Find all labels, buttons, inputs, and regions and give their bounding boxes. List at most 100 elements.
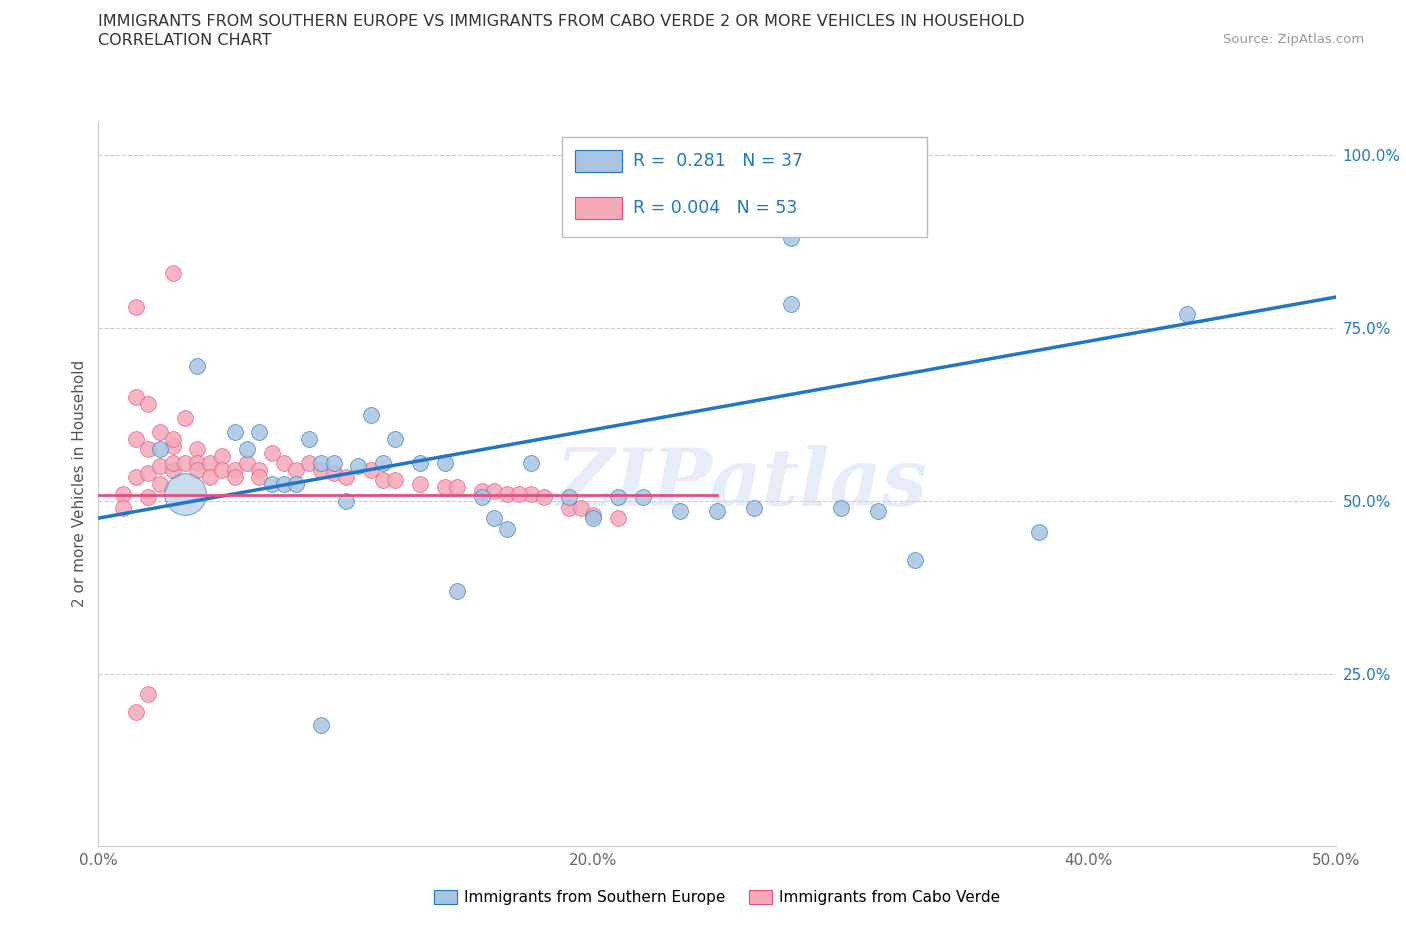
Point (309, 456, 332, 471)
Point (136, 687, 159, 702)
Point (124, 470, 146, 485)
Point (533, 490, 555, 505)
Point (149, 442, 172, 457)
Point (149, 424, 172, 439)
Point (360, 462, 382, 477)
Point (520, 486, 543, 501)
Point (433, 480, 456, 495)
Point (112, 486, 135, 501)
Point (780, 297, 803, 312)
Point (360, 407, 382, 422)
Point (273, 476, 295, 491)
Point (409, 456, 432, 471)
Point (335, 494, 357, 509)
Point (260, 445, 283, 460)
Point (149, 458, 172, 473)
Point (384, 472, 406, 487)
Point (211, 448, 233, 463)
Point (569, 500, 592, 515)
Point (1028, 525, 1050, 539)
Point (162, 265, 184, 280)
Point (371, 472, 394, 487)
Point (484, 511, 506, 525)
Point (136, 442, 159, 457)
Point (198, 470, 221, 485)
Point (162, 456, 184, 471)
Point (174, 456, 197, 471)
Text: Source: ZipAtlas.com: Source: ZipAtlas.com (1223, 33, 1364, 46)
Point (742, 500, 765, 515)
Point (260, 476, 283, 491)
Point (298, 432, 321, 446)
Point (186, 442, 208, 457)
Point (904, 552, 927, 567)
Point (309, 462, 332, 477)
Point (162, 462, 184, 477)
Point (247, 470, 270, 485)
Point (409, 476, 432, 491)
Point (186, 456, 208, 471)
Point (136, 490, 159, 505)
Point (607, 511, 630, 525)
Point (124, 704, 146, 719)
Point (174, 486, 197, 501)
Point (322, 456, 344, 471)
Point (335, 470, 357, 485)
Text: CORRELATION CHART: CORRELATION CHART (98, 33, 271, 47)
Text: R = 0.004   N = 53: R = 0.004 N = 53 (633, 199, 797, 217)
Point (631, 490, 654, 505)
Point (112, 500, 135, 515)
Point (285, 462, 308, 477)
Point (866, 504, 889, 519)
Point (582, 511, 605, 525)
Point (136, 397, 159, 412)
Point (162, 438, 184, 453)
Point (224, 462, 246, 477)
Point (508, 486, 530, 501)
Point (162, 432, 184, 446)
Point (495, 521, 517, 536)
Point (557, 500, 579, 515)
Point (706, 504, 728, 519)
Point (224, 424, 246, 439)
Point (186, 462, 208, 477)
Text: R =  0.281   N = 37: R = 0.281 N = 37 (633, 152, 803, 170)
Point (124, 432, 146, 446)
Point (236, 442, 259, 457)
Point (198, 456, 221, 471)
Legend: Immigrants from Southern Europe, Immigrants from Cabo Verde: Immigrants from Southern Europe, Immigra… (427, 884, 1007, 911)
Point (384, 432, 406, 446)
Point (322, 466, 344, 481)
Point (186, 359, 208, 374)
FancyBboxPatch shape (562, 137, 928, 237)
Point (557, 490, 579, 505)
Point (174, 410, 197, 425)
Point (433, 456, 456, 471)
Point (371, 456, 394, 471)
Point (224, 470, 246, 485)
Point (495, 486, 517, 501)
Point (309, 718, 332, 733)
Point (149, 476, 172, 491)
Point (247, 462, 270, 477)
Text: IMMIGRANTS FROM SOUTHERN EUROPE VS IMMIGRANTS FROM CABO VERDE 2 OR MORE VEHICLES: IMMIGRANTS FROM SOUTHERN EUROPE VS IMMIG… (98, 14, 1025, 29)
Text: ZIPatlas: ZIPatlas (555, 445, 928, 523)
Point (124, 390, 146, 405)
Point (582, 507, 605, 522)
Point (607, 490, 630, 505)
Point (830, 500, 852, 515)
Point (136, 466, 159, 481)
Point (211, 462, 233, 477)
Y-axis label: 2 or more Vehicles in Household: 2 or more Vehicles in Household (72, 360, 87, 607)
Point (520, 456, 543, 471)
Point (273, 456, 295, 471)
Point (247, 424, 270, 439)
Point (347, 458, 370, 473)
Point (446, 583, 468, 598)
Point (471, 483, 494, 498)
Point (285, 476, 308, 491)
Point (298, 456, 321, 471)
Point (236, 456, 259, 471)
Bar (575, 150, 621, 172)
Point (446, 480, 468, 495)
